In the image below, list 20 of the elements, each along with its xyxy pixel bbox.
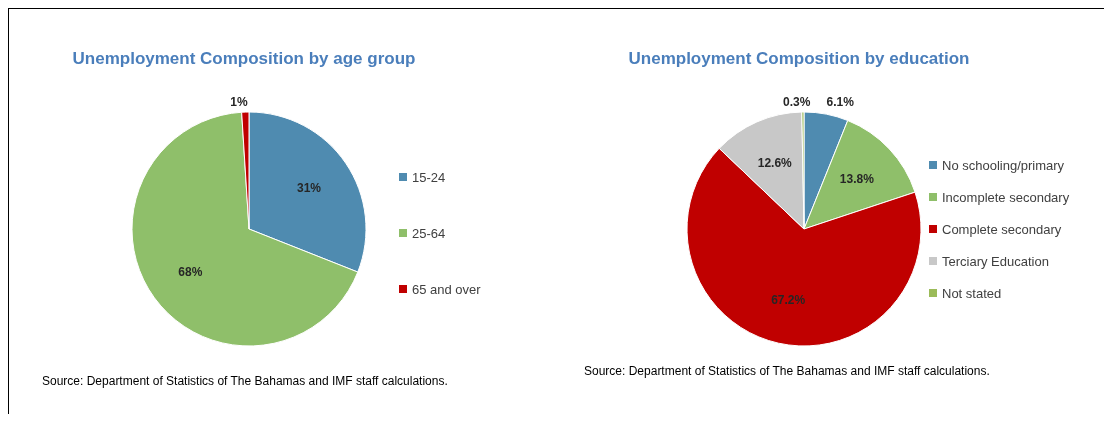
legend-label: Complete secondary: [942, 221, 1062, 237]
legend-label: No schooling/primary: [942, 157, 1065, 173]
legend-label: Not stated: [942, 285, 1002, 301]
data-label: 67.2%: [771, 292, 806, 307]
legend-label: 65 and over: [412, 281, 481, 297]
source-note: Source: Department of Statistics of The Bahamas and IMF staff calculations.: [584, 364, 990, 378]
legend-label: Incomplete secondary: [942, 189, 1070, 205]
data-label: 13.8%: [839, 172, 875, 187]
data-label: 68%: [178, 264, 203, 279]
data-label: 31%: [296, 181, 322, 196]
source-note: Source: Department of Statistics of The Bahamas and IMF staff calculations.: [42, 374, 448, 388]
legend-label: Terciary Education: [942, 253, 1049, 269]
data-label: 0.3%: [783, 95, 811, 110]
chart-title: Unemployment Composition by age group: [71, 49, 417, 69]
data-label: 1%: [230, 95, 249, 110]
chart-title: Unemployment Composition by education: [627, 49, 971, 69]
legend-label: 15-24: [412, 169, 446, 185]
data-label: 6.1%: [826, 95, 855, 110]
data-label: 12.6%: [757, 155, 793, 170]
legend-label: 25-64: [412, 225, 446, 241]
